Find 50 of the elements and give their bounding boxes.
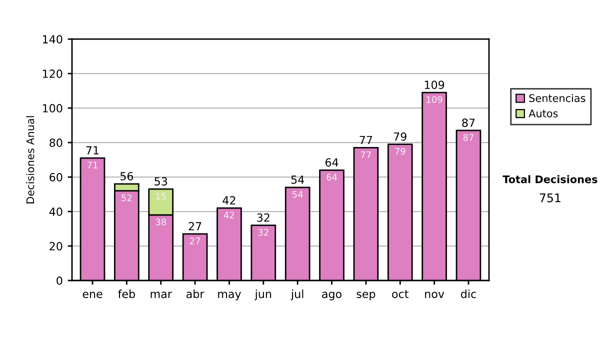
y-tick-label: 0 xyxy=(56,276,62,285)
total-label: 71 xyxy=(86,146,99,154)
total-label: 53 xyxy=(154,177,168,186)
total-label: 64 xyxy=(325,158,338,167)
legend-label: Autos xyxy=(528,110,558,118)
y-tick-label: 40 xyxy=(49,208,62,216)
data-label: 71 xyxy=(88,162,98,168)
data-label: 77 xyxy=(360,151,371,158)
total-label: 42 xyxy=(222,196,236,204)
text: 751 xyxy=(540,194,560,202)
x-tick-label: may xyxy=(218,292,242,300)
x-tick-label: ago xyxy=(322,292,342,300)
total-label: 79 xyxy=(394,132,406,141)
x-tick-label: feb xyxy=(118,290,135,298)
data-label: 32 xyxy=(258,228,268,236)
x-tick-label: oct xyxy=(392,290,408,298)
y-tick-label: 60 xyxy=(50,173,62,182)
total-label: 56 xyxy=(120,172,134,180)
total-label: 32 xyxy=(257,213,270,222)
total-label: 27 xyxy=(188,222,202,230)
data-label: 52 xyxy=(122,194,132,202)
data-label: 87 xyxy=(463,134,474,141)
y-tick-label: 80 xyxy=(50,138,62,147)
y-tick-label: 120 xyxy=(42,70,62,78)
total-label: 54 xyxy=(291,176,304,184)
x-tick-label: jul xyxy=(290,290,304,300)
x-tick-label: mar xyxy=(150,292,172,298)
data-label: 15 xyxy=(156,192,166,200)
x-tick-label: abr xyxy=(186,290,204,298)
data-label: 42 xyxy=(224,212,234,218)
data-label: 79 xyxy=(395,148,406,155)
text: Total Decisiones xyxy=(502,175,598,184)
x-tick-label: jun xyxy=(254,290,272,300)
total-label: 87 xyxy=(462,118,475,127)
x-tick-label: nov xyxy=(425,292,444,298)
x-tick-label: dic xyxy=(460,290,476,298)
data-label: 109 xyxy=(426,96,442,103)
data-label: 27 xyxy=(190,238,200,244)
data-label: 64 xyxy=(326,174,338,181)
y-axis-title: Decisiones Anual xyxy=(26,116,34,204)
data-label: 54 xyxy=(292,191,303,198)
x-tick-label: ene xyxy=(82,292,102,298)
data-label: 38 xyxy=(156,218,166,226)
y-tick-label: 20 xyxy=(50,242,62,250)
y-tick-label: 100 xyxy=(42,104,62,112)
x-tick-label: sep xyxy=(356,292,376,300)
legend-label: Sentencias xyxy=(529,94,586,102)
total-label: 77 xyxy=(360,136,372,144)
total-label: 109 xyxy=(424,80,444,90)
y-tick-label: 140 xyxy=(42,35,62,44)
